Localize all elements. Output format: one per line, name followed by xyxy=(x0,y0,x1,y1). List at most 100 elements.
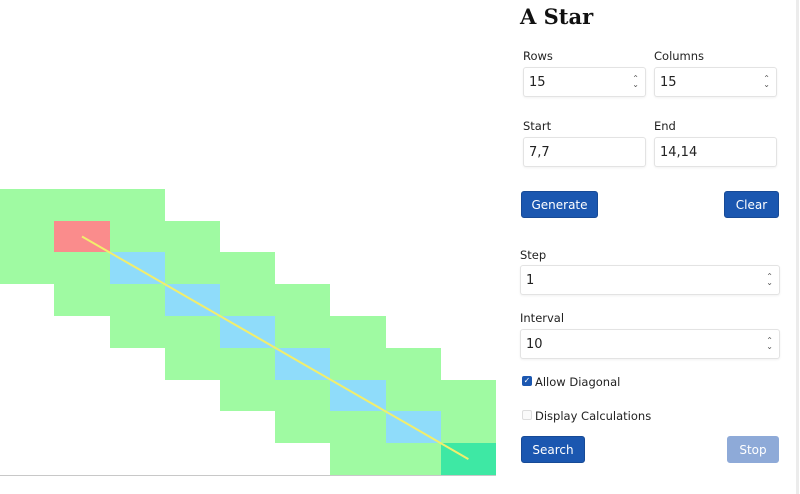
grid-cell-empty[interactable] xyxy=(109,443,166,476)
grid-cell-open[interactable] xyxy=(385,443,442,476)
grid-cell-empty[interactable] xyxy=(109,61,166,95)
grid-cell-empty[interactable] xyxy=(385,29,442,63)
grid-cell-open[interactable] xyxy=(220,252,277,286)
grid-cell-empty[interactable] xyxy=(0,443,56,476)
grid-cell-empty[interactable] xyxy=(164,61,221,95)
grid-cell-open[interactable] xyxy=(275,284,332,317)
grid-cell-empty[interactable] xyxy=(275,188,332,222)
grid-cell-empty[interactable] xyxy=(0,0,56,31)
grid-cell-open[interactable] xyxy=(330,443,387,476)
grid-cell-empty[interactable] xyxy=(54,347,111,381)
grid-cell-empty[interactable] xyxy=(385,157,442,190)
grid-cell-empty[interactable] xyxy=(164,188,221,222)
grid-cell-empty[interactable] xyxy=(164,443,221,476)
grid-cell-empty[interactable] xyxy=(220,29,277,63)
grid-cell-empty[interactable] xyxy=(109,157,166,190)
grid-cell-empty[interactable] xyxy=(440,284,496,317)
grid-cell-empty[interactable] xyxy=(330,93,387,127)
grid-cell-empty[interactable] xyxy=(330,284,387,317)
spinner-icon[interactable]: ⌃ ⌄ xyxy=(766,336,773,351)
grid-cell-empty[interactable] xyxy=(54,61,111,95)
columns-input[interactable]: 15 ⌃ ⌄ xyxy=(654,67,777,97)
grid-cell-open[interactable] xyxy=(109,284,166,317)
grid-cell-empty[interactable] xyxy=(54,316,111,349)
grid-cell-open[interactable] xyxy=(275,379,332,413)
grid-cell-open[interactable] xyxy=(164,347,221,381)
grid-cell-empty[interactable] xyxy=(275,252,332,286)
grid-cell-path[interactable] xyxy=(164,284,221,317)
grid-cell-empty[interactable] xyxy=(54,93,111,127)
grid-cell-empty[interactable] xyxy=(164,157,221,190)
spinner-icon[interactable]: ⌃ ⌄ xyxy=(766,272,773,287)
grid-cell-empty[interactable] xyxy=(220,157,277,190)
grid-cell-open[interactable] xyxy=(275,316,332,349)
grid-cell-open[interactable] xyxy=(109,220,166,254)
clear-button[interactable]: Clear xyxy=(724,191,779,218)
grid-cell-path[interactable] xyxy=(109,252,166,286)
grid-cell-open[interactable] xyxy=(330,411,387,445)
grid-cell-empty[interactable] xyxy=(275,93,332,127)
grid-cell-empty[interactable] xyxy=(164,125,221,158)
grid-cell-empty[interactable] xyxy=(0,379,56,413)
grid-cell-empty[interactable] xyxy=(385,188,442,222)
grid-cell-empty[interactable] xyxy=(220,125,277,158)
grid-cell-empty[interactable] xyxy=(0,347,56,381)
grid-cell-empty[interactable] xyxy=(330,0,387,31)
grid-cell-empty[interactable] xyxy=(440,188,496,222)
grid-cell-empty[interactable] xyxy=(109,29,166,63)
grid-cell-empty[interactable] xyxy=(385,220,442,254)
grid-cell-empty[interactable] xyxy=(164,0,221,31)
grid-cell-empty[interactable] xyxy=(330,125,387,158)
grid-cell-empty[interactable] xyxy=(330,220,387,254)
grid-cell-open[interactable] xyxy=(440,379,496,413)
grid-cell-empty[interactable] xyxy=(275,0,332,31)
grid-cell-empty[interactable] xyxy=(330,157,387,190)
grid-cell-empty[interactable] xyxy=(385,284,442,317)
grid-cell-empty[interactable] xyxy=(440,29,496,63)
display-calculations-checkbox[interactable] xyxy=(522,410,532,420)
grid-cell-empty[interactable] xyxy=(440,0,496,31)
grid-cell-empty[interactable] xyxy=(385,61,442,95)
grid-cell-empty[interactable] xyxy=(54,379,111,413)
grid-cell-path[interactable] xyxy=(275,347,332,381)
grid-cell-empty[interactable] xyxy=(0,157,56,190)
grid-cell-empty[interactable] xyxy=(220,61,277,95)
grid-cell-empty[interactable] xyxy=(220,411,277,445)
grid-cell-empty[interactable] xyxy=(164,379,221,413)
grid-cell-path[interactable] xyxy=(330,379,387,413)
step-input[interactable]: 1 ⌃ ⌄ xyxy=(520,265,780,295)
grid-cell-empty[interactable] xyxy=(0,125,56,158)
grid-cell-open[interactable] xyxy=(54,188,111,222)
interval-input[interactable]: 10 ⌃ ⌄ xyxy=(520,329,780,359)
grid-cell-empty[interactable] xyxy=(0,29,56,63)
grid-cell-empty[interactable] xyxy=(54,157,111,190)
grid-cell-open[interactable] xyxy=(109,188,166,222)
grid-cell-empty[interactable] xyxy=(330,252,387,286)
grid-cell-empty[interactable] xyxy=(440,93,496,127)
grid-cell-open[interactable] xyxy=(164,220,221,254)
grid-cell-open[interactable] xyxy=(330,316,387,349)
grid-cell-empty[interactable] xyxy=(220,0,277,31)
stop-button[interactable]: Stop xyxy=(727,436,779,463)
grid-cell-empty[interactable] xyxy=(54,0,111,31)
generate-button[interactable]: Generate xyxy=(521,191,598,218)
grid-cell-empty[interactable] xyxy=(440,252,496,286)
grid-cell-empty[interactable] xyxy=(385,252,442,286)
grid-cell-empty[interactable] xyxy=(440,125,496,158)
grid-cell-empty[interactable] xyxy=(385,316,442,349)
rows-input[interactable]: 15 ⌃ ⌄ xyxy=(523,67,646,97)
grid-cell-empty[interactable] xyxy=(275,61,332,95)
grid-cell-empty[interactable] xyxy=(440,316,496,349)
grid-cell-path[interactable] xyxy=(220,316,277,349)
start-input[interactable]: 7,7 xyxy=(523,137,646,167)
grid-cell-empty[interactable] xyxy=(275,29,332,63)
grid-cell-open[interactable] xyxy=(385,347,442,381)
grid-cell-empty[interactable] xyxy=(220,443,277,476)
grid-cell-empty[interactable] xyxy=(440,347,496,381)
spinner-icon[interactable]: ⌃ ⌄ xyxy=(632,74,639,89)
grid-cell-empty[interactable] xyxy=(440,157,496,190)
grid-cell-open[interactable] xyxy=(220,347,277,381)
grid-cell-empty[interactable] xyxy=(275,220,332,254)
grid-cell-open[interactable] xyxy=(220,284,277,317)
grid-cell-open[interactable] xyxy=(275,411,332,445)
